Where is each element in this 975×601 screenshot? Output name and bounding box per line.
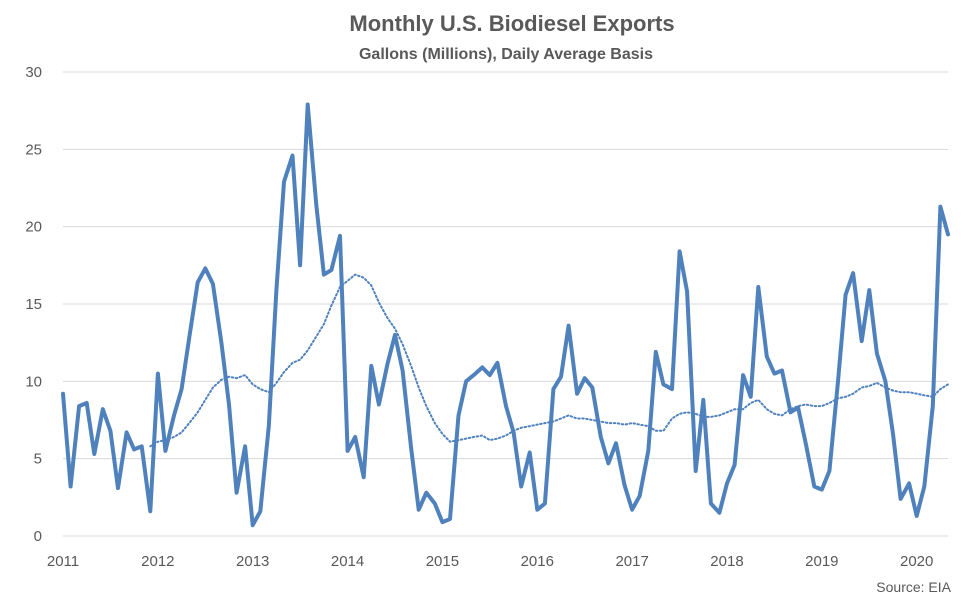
chart-subtitle: Gallons (Millions), Daily Average Basis (359, 46, 653, 63)
x-tick-label: 2016 (521, 553, 554, 570)
x-tick-label: 2019 (805, 553, 838, 570)
y-tick-label: 30 (25, 64, 42, 81)
y-tick-label: 25 (25, 141, 42, 158)
x-tick-label: 2013 (236, 553, 269, 570)
y-tick-label: 0 (34, 528, 42, 545)
x-tick-label: 2017 (615, 553, 648, 570)
y-tick-label: 5 (34, 451, 42, 468)
y-tick-label: 20 (25, 219, 42, 236)
x-tick-label: 2011 (47, 553, 79, 570)
x-tick-label: 2020 (900, 553, 933, 570)
x-tick-label: 2012 (141, 553, 174, 570)
y-axis-ticks: 0 5 10 15 20 25 30 (25, 64, 42, 545)
x-tick-label: 2018 (710, 553, 743, 570)
series-lines (61, 102, 950, 528)
source-note: Source: EIA (876, 579, 951, 595)
exports-line (61, 102, 950, 528)
x-tick-label: 2014 (331, 553, 364, 570)
y-tick-label: 10 (25, 373, 42, 390)
x-tick-label: 2015 (426, 553, 459, 570)
y-tick-label: 15 (25, 296, 42, 313)
gridlines (63, 71, 948, 537)
trend-line-dotted (149, 273, 949, 448)
x-axis-ticks: 2011 2012 2013 2014 2015 2016 2017 2018 2019 2020 (47, 553, 934, 570)
chart-title: Monthly U.S. Biodiesel Exports (349, 11, 674, 36)
